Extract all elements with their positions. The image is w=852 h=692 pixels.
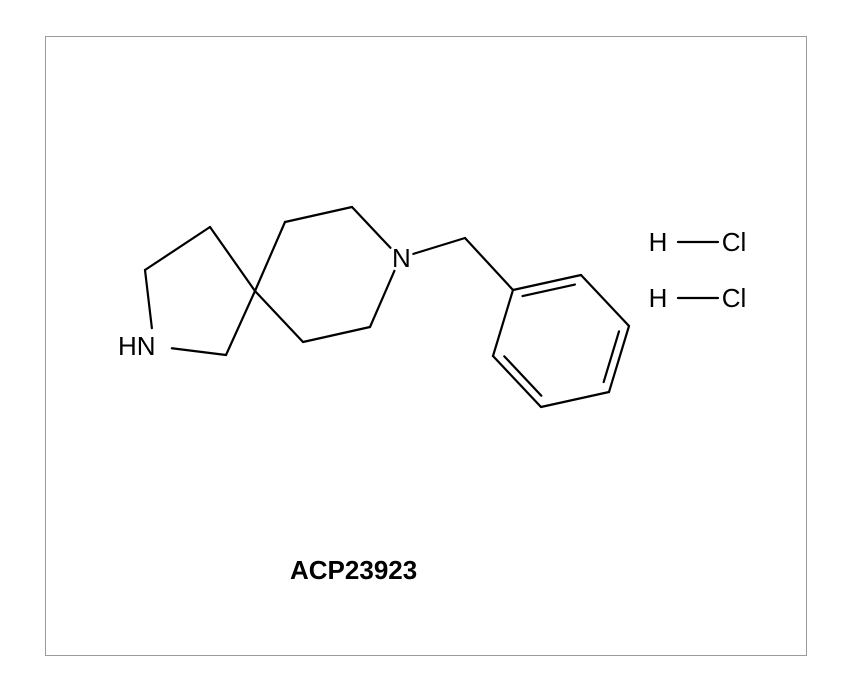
h-label-1: H	[649, 283, 668, 313]
cl-label-1: Cl	[722, 283, 747, 313]
atom-label-N_pip: N	[392, 243, 411, 273]
cl-label-0: Cl	[722, 227, 747, 257]
compound-id-label: ACP23923	[290, 555, 417, 586]
atom-label-N_pyr: HN	[118, 331, 156, 361]
molecule-svg: N HN H Cl H Cl	[0, 0, 852, 692]
h-label-0: H	[649, 227, 668, 257]
